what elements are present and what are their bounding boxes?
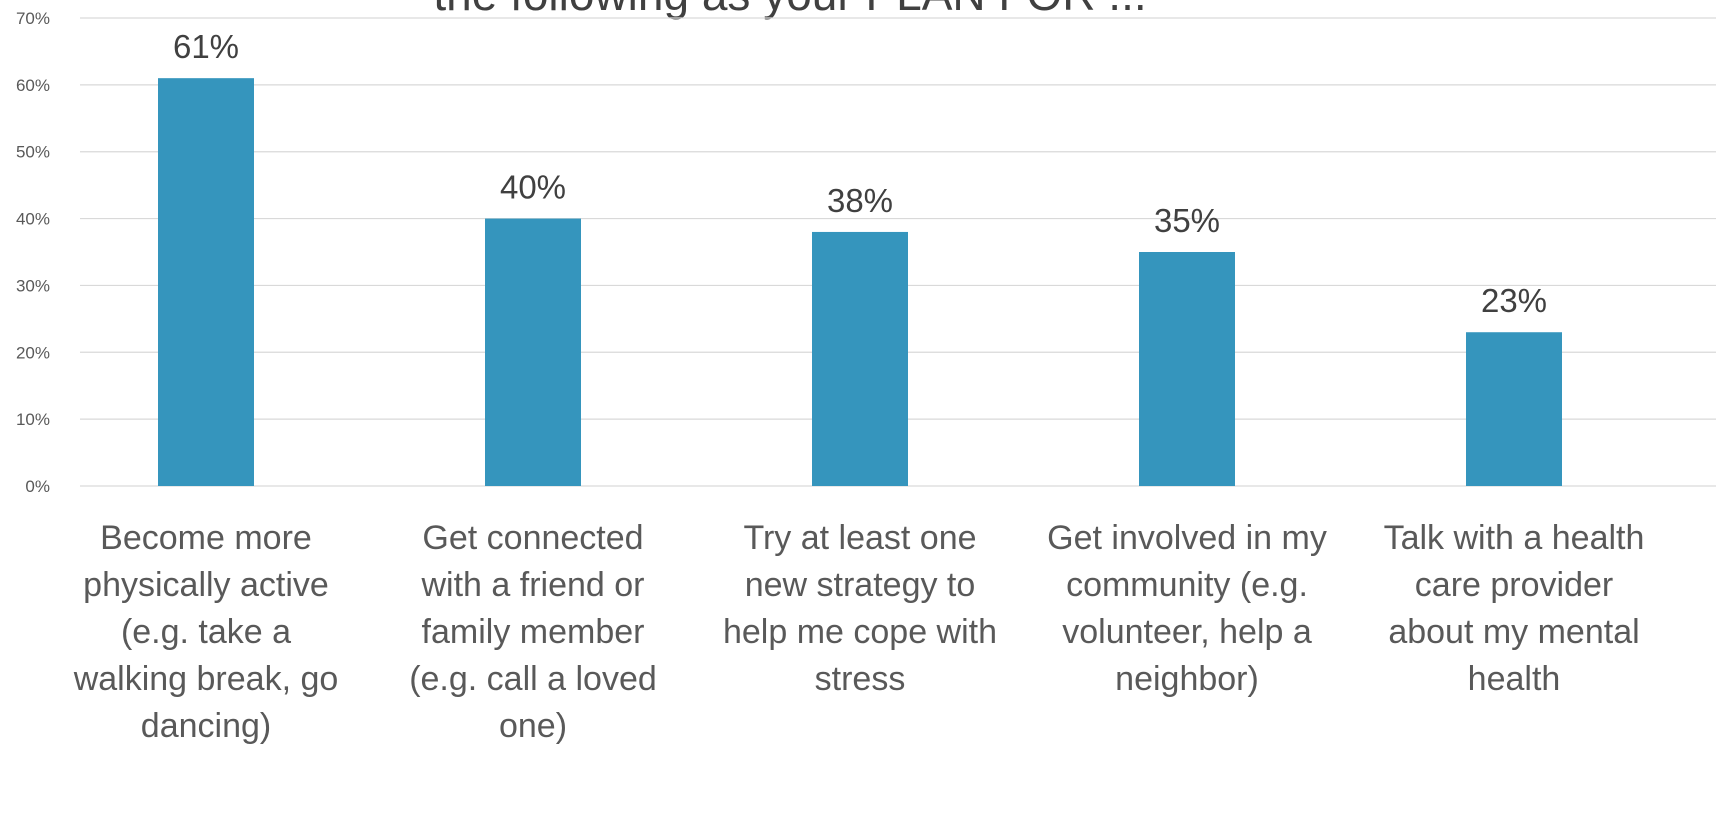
y-tick-label: 50%: [16, 143, 50, 162]
category-label-line: help me cope with: [723, 613, 997, 651]
category-label-line: dancing): [141, 707, 271, 745]
data-label: 35%: [1154, 202, 1220, 239]
y-tick-label: 10%: [16, 410, 50, 429]
y-tick-label: 30%: [16, 276, 50, 295]
data-label: 40%: [500, 169, 566, 206]
y-tick-label: 20%: [16, 343, 50, 362]
y-tick-label: 0%: [25, 477, 50, 496]
category-label: Get involved in my community (e.g. volunte…: [1047, 519, 1327, 698]
data-label: 38%: [827, 182, 893, 219]
category-label: Get connected with a friend or family memb…: [409, 519, 657, 745]
category-label-line: Talk with a health: [1384, 519, 1645, 557]
category-label-line: walking break, go: [73, 660, 339, 698]
category-label-line: about my mental: [1388, 613, 1639, 651]
bar: [1139, 252, 1235, 486]
category-label-line: care provider: [1415, 566, 1613, 604]
category-label-line: community (e.g.: [1066, 566, 1308, 604]
y-tick-label: 40%: [16, 210, 50, 229]
bar: [158, 78, 254, 487]
category-label-line: volunteer, help a: [1062, 613, 1312, 651]
y-tick-label: 70%: [16, 9, 50, 28]
category-label-line: Get involved in my: [1047, 519, 1327, 557]
category-label-line: family member: [422, 613, 645, 651]
bar: [1466, 332, 1562, 486]
chart-title: the following as your PLAN FOR ...: [433, 0, 1146, 20]
data-label: 23%: [1481, 282, 1547, 319]
category-label-line: neighbor): [1115, 660, 1259, 698]
category-label-line: Become more: [100, 519, 312, 557]
y-tick-label: 60%: [16, 76, 50, 95]
category-label-line: stress: [815, 660, 906, 698]
category-label-line: new strategy to: [745, 566, 976, 604]
category-label-line: Get connected: [422, 519, 643, 557]
bar: [485, 218, 581, 487]
category-label-line: physically active: [83, 566, 329, 604]
category-label: Try at least one new strategy to help me c…: [723, 519, 997, 698]
category-label: Talk with a health care provider about my …: [1384, 519, 1645, 698]
data-label: 61%: [173, 28, 239, 65]
category-label-line: (e.g. call a loved: [409, 660, 657, 698]
category-label-line: Try at least one: [743, 519, 976, 557]
category-label-line: one): [499, 707, 567, 745]
category-label: Become more physically active (e.g. take a…: [73, 519, 339, 745]
category-label-line: (e.g. take a: [121, 613, 291, 651]
category-label-line: with a friend or: [421, 566, 645, 604]
bar: [812, 231, 908, 486]
category-label-line: health: [1468, 660, 1561, 698]
